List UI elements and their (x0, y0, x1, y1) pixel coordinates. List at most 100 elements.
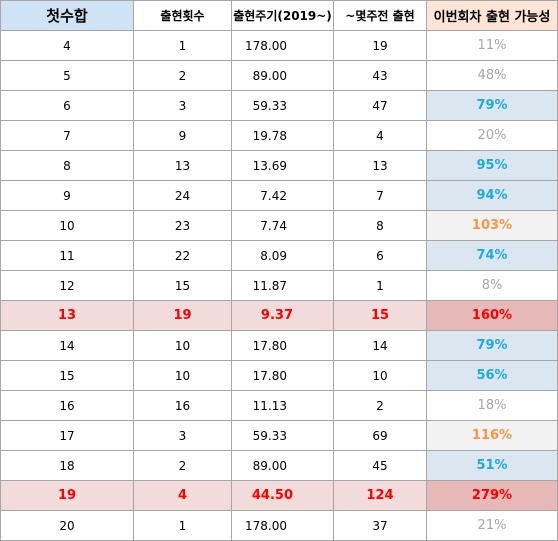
table-row: 12 15 11.87 1 8% (0, 270, 558, 301)
count-cell: 13 (133, 150, 232, 181)
cycle-cell: 17.80 (231, 360, 334, 391)
count-cell: 4 (133, 480, 232, 511)
probability-cell: 74% (426, 240, 558, 271)
probability-cell: 279% (426, 480, 558, 511)
weeks-ago-cell: 2 (333, 390, 427, 421)
sum-cell: 10 (0, 210, 134, 241)
sum-cell: 6 (0, 90, 134, 121)
cycle-cell: 9.37 (231, 300, 334, 331)
weeks-ago-cell: 1 (333, 270, 427, 301)
count-cell: 10 (133, 360, 232, 391)
table-row: 13 19 9.37 15 160% (0, 300, 558, 331)
cycle-cell: 19.78 (231, 120, 334, 151)
sum-cell: 15 (0, 360, 134, 391)
cycle-cell: 178.00 (231, 30, 334, 61)
probability-cell: 11% (426, 30, 558, 61)
count-cell: 9 (133, 120, 232, 151)
table-row: 5 2 89.00 43 48% (0, 60, 558, 91)
sum-cell: 5 (0, 60, 134, 91)
probability-cell: 95% (426, 150, 558, 181)
header-cycle: 출현주기(2019~) (231, 0, 334, 31)
probability-cell: 51% (426, 450, 558, 481)
count-cell: 1 (133, 30, 232, 61)
weeks-ago-cell: 4 (333, 120, 427, 151)
count-cell: 10 (133, 330, 232, 361)
weeks-ago-cell: 69 (333, 420, 427, 451)
probability-cell: 160% (426, 300, 558, 331)
cycle-cell: 17.80 (231, 330, 334, 361)
table-row: 7 9 19.78 4 20% (0, 120, 558, 151)
cycle-cell: 11.87 (231, 270, 334, 301)
table-row: 11 22 8.09 6 74% (0, 240, 558, 271)
cycle-cell: 11.13 (231, 390, 334, 421)
weeks-ago-cell: 45 (333, 450, 427, 481)
table-row: 16 16 11.13 2 18% (0, 390, 558, 421)
probability-cell: 103% (426, 210, 558, 241)
header-row: 첫수합 출현횟수 출현주기(2019~) ~몇주전 출현 이번회차 출현 가능성 (0, 0, 558, 31)
cycle-cell: 7.74 (231, 210, 334, 241)
cycle-cell: 178.00 (231, 510, 334, 541)
sum-cell: 8 (0, 150, 134, 181)
table-row: 10 23 7.74 8 103% (0, 210, 558, 241)
probability-cell: 79% (426, 330, 558, 361)
table-row: 8 13 13.69 13 95% (0, 150, 558, 181)
sum-cell: 9 (0, 180, 134, 211)
count-cell: 15 (133, 270, 232, 301)
sum-cell: 17 (0, 420, 134, 451)
count-cell: 16 (133, 390, 232, 421)
table-row: 19 4 44.50 124 279% (0, 480, 558, 511)
cycle-cell: 59.33 (231, 90, 334, 121)
sum-cell: 19 (0, 480, 134, 511)
cycle-cell: 44.50 (231, 480, 334, 511)
table-row: 4 1 178.00 19 11% (0, 30, 558, 61)
cycle-cell: 8.09 (231, 240, 334, 271)
sum-cell: 12 (0, 270, 134, 301)
weeks-ago-cell: 37 (333, 510, 427, 541)
count-cell: 24 (133, 180, 232, 211)
weeks-ago-cell: 6 (333, 240, 427, 271)
header-count: 출현횟수 (133, 0, 232, 31)
table-row: 20 1 178.00 37 21% (0, 510, 558, 541)
probability-cell: 116% (426, 420, 558, 451)
sum-cell: 4 (0, 30, 134, 61)
weeks-ago-cell: 15 (333, 300, 427, 331)
probability-cell: 94% (426, 180, 558, 211)
probability-cell: 18% (426, 390, 558, 421)
count-cell: 2 (133, 450, 232, 481)
sum-cell: 14 (0, 330, 134, 361)
weeks-ago-cell: 10 (333, 360, 427, 391)
weeks-ago-cell: 43 (333, 60, 427, 91)
table-body: 4 1 178.00 19 11% 5 2 89.00 43 48% 6 3 59.33 47 79% 7 9 1… (0, 30, 558, 541)
probability-cell: 48% (426, 60, 558, 91)
sum-cell: 16 (0, 390, 134, 421)
weeks-ago-cell: 13 (333, 150, 427, 181)
cycle-cell: 89.00 (231, 450, 334, 481)
weeks-ago-cell: 47 (333, 90, 427, 121)
weeks-ago-cell: 14 (333, 330, 427, 361)
weeks-ago-cell: 7 (333, 180, 427, 211)
table-row: 17 3 59.33 69 116% (0, 420, 558, 451)
count-cell: 22 (133, 240, 232, 271)
weeks-ago-cell: 8 (333, 210, 427, 241)
count-cell: 2 (133, 60, 232, 91)
weeks-ago-cell: 19 (333, 30, 427, 61)
sum-cell: 7 (0, 120, 134, 151)
sum-cell: 13 (0, 300, 134, 331)
probability-cell: 8% (426, 270, 558, 301)
header-first-sum: 첫수합 (0, 0, 134, 31)
sum-cell: 18 (0, 450, 134, 481)
probability-cell: 79% (426, 90, 558, 121)
cycle-cell: 7.42 (231, 180, 334, 211)
sum-cell: 11 (0, 240, 134, 271)
probability-cell: 56% (426, 360, 558, 391)
table-row: 18 2 89.00 45 51% (0, 450, 558, 481)
count-cell: 19 (133, 300, 232, 331)
cycle-cell: 13.69 (231, 150, 334, 181)
count-cell: 3 (133, 90, 232, 121)
count-cell: 23 (133, 210, 232, 241)
table-row: 9 24 7.42 7 94% (0, 180, 558, 211)
probability-cell: 20% (426, 120, 558, 151)
count-cell: 3 (133, 420, 232, 451)
probability-cell: 21% (426, 510, 558, 541)
